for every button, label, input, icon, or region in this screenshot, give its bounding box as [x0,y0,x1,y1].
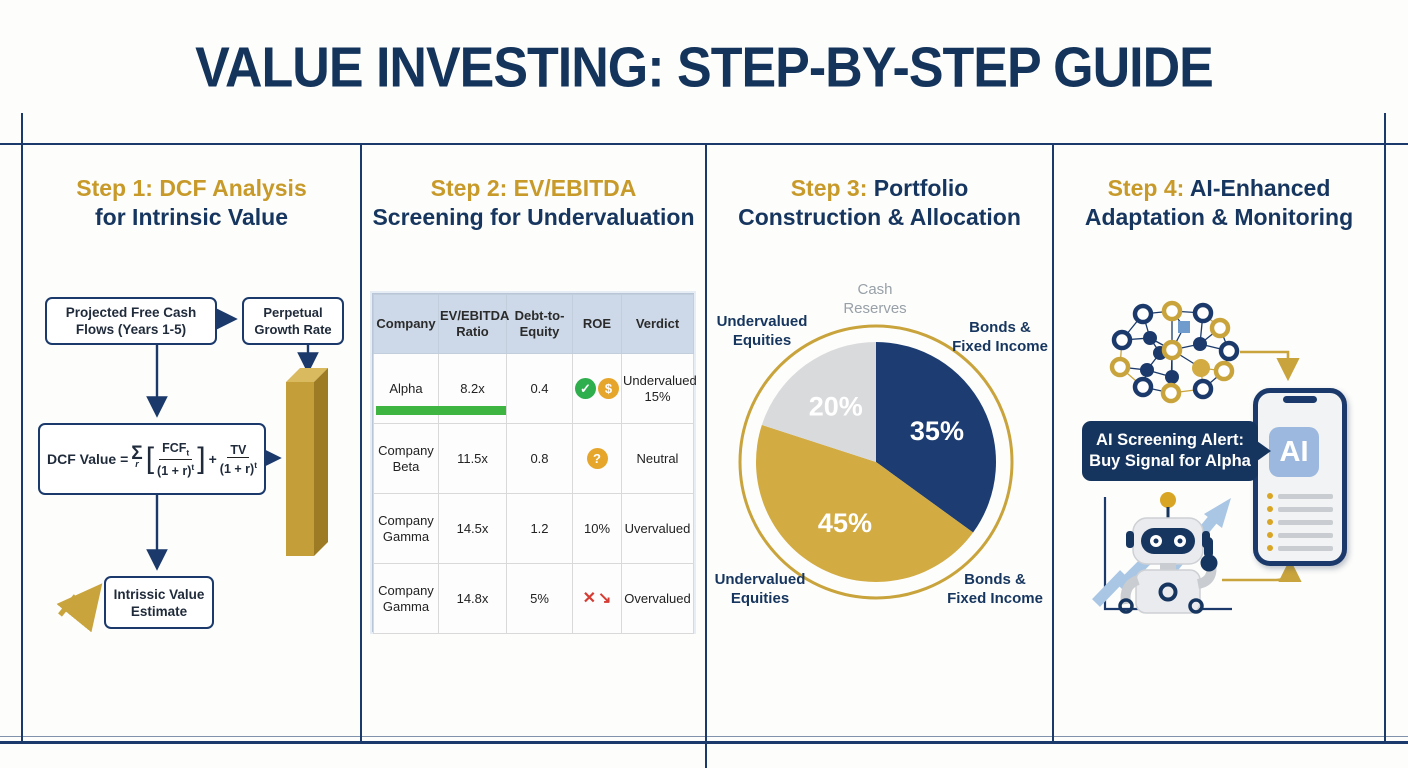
pie-slice-percentage: 45% [818,508,872,538]
page-title: VALUE INVESTING: STEP-BY-STEP GUIDE [195,36,1214,100]
screening-table: Company EV/EBITDA Ratio Debt-to-Equity R… [372,293,697,634]
ai-app-icon: AI [1269,427,1319,477]
step1-header-accent: Step 1: DCF Analysis [76,175,307,201]
divider-1 [360,144,362,742]
divider-right [1384,113,1386,742]
pie-label-bonds-bottom: Bonds & Fixed Income [947,571,1043,607]
pie-label-cash-reserves: Cash Reserves [843,281,907,317]
check-icon: ✓ [575,378,596,399]
step4-header: Step 4: AI-Enhanced Adaptation & Monitor… [1084,175,1354,230]
flow-box-intrinsic-value: Intrissic Value Estimate [104,576,214,629]
phone-list-item [1267,519,1333,525]
col-roe: ROE [572,294,622,354]
step2-header-accent: Step 2: EV/EBITDA [430,175,637,201]
step4-header-accent: Step 4: [1107,175,1185,201]
pie-slice-percentage: 35% [910,416,964,446]
step2-header: Step 2: EV/EBITDA Screening for Underval… [372,175,695,230]
pie-slice [761,342,876,462]
pie-label-bonds-top: Bonds & Fixed Income [952,319,1048,355]
question-icon: ? [586,448,608,469]
bottom-rule [0,741,1408,744]
phone-list-item [1267,506,1333,512]
cross-icon: ✕ [582,589,596,607]
top-rule [0,143,1408,145]
ai-alert-bubble: AI Screening Alert: Buy Signal for Alpha [1082,421,1271,481]
divider-left [21,113,23,742]
allocation-pie-chart: 35% 45% 20% [756,342,997,583]
pie-slice [876,342,997,533]
phone-list-item [1267,532,1333,538]
col-verdict: Verdict [621,294,694,354]
sigma-symbol: Σ [131,443,143,464]
table-header-row: Company EV/EBITDA Ratio Debt-to-Equity R… [373,294,694,354]
phone-list-item [1267,545,1333,551]
flow-box-growth-rate: Perpetual Growth Rate [242,297,344,345]
col-debt-to-equity: Debt-to-Equity [506,294,573,354]
table-row: Company Gamma 14.5x 1.2 10% Uvervalued [373,493,694,564]
flow-box-projected-fcf: Projected Free Cash Flows (Years 1-5) [45,297,217,345]
bullet-icon [1267,506,1273,512]
table-row: Company Gamma 14.8x 5% ✕ ↘ Overvalued [373,563,694,634]
table-row: Company Beta 11.5x 0.8 ? Neutral [373,423,694,494]
bullet-icon [1267,532,1273,538]
divider-3 [1052,144,1054,742]
alpha-highlight-bar [376,406,506,415]
pie-outer-ring [738,324,1014,600]
step3-header: Step 3: Portfolio Construction & Allocat… [738,175,1021,230]
phone-notch [1283,396,1317,403]
divider-2 [705,144,707,768]
bullet-icon [1267,545,1273,551]
flow-box-dcf-formula: DCF Value = Σ r [ FCFt (1 + r)t ] + TV (… [38,423,266,495]
phone-list-item [1267,493,1333,499]
robot-chart-illustration [1092,492,1232,614]
pie-label-undervalued-top: Undervalued Equities [716,313,808,349]
gold-bar-3d [286,368,328,556]
dollar-icon: $ [598,378,619,399]
pie-slice-percentage: 20% [809,392,863,422]
smartphone: AI [1253,388,1347,566]
bullet-icon [1267,493,1273,499]
trend-down-icon: ↘ [598,589,612,607]
col-company: Company [373,294,439,354]
bottom-rule-thin [0,736,1408,737]
step3-header-accent: Step 3: [790,175,868,201]
gold-connectors [1222,350,1302,583]
flow-arrows [146,308,319,571]
ai-network-icon [1109,300,1240,404]
pie-label-undervalued-bottom: Undervalued Equities [714,571,806,607]
col-ev-ebitda: EV/EBITDA Ratio [438,294,509,354]
bullet-icon [1267,519,1273,525]
pie-slice [756,424,974,583]
step1-header: Step 1: DCF Analysis for Intrinsic Value [76,175,307,230]
trend-up-icon [56,583,103,633]
